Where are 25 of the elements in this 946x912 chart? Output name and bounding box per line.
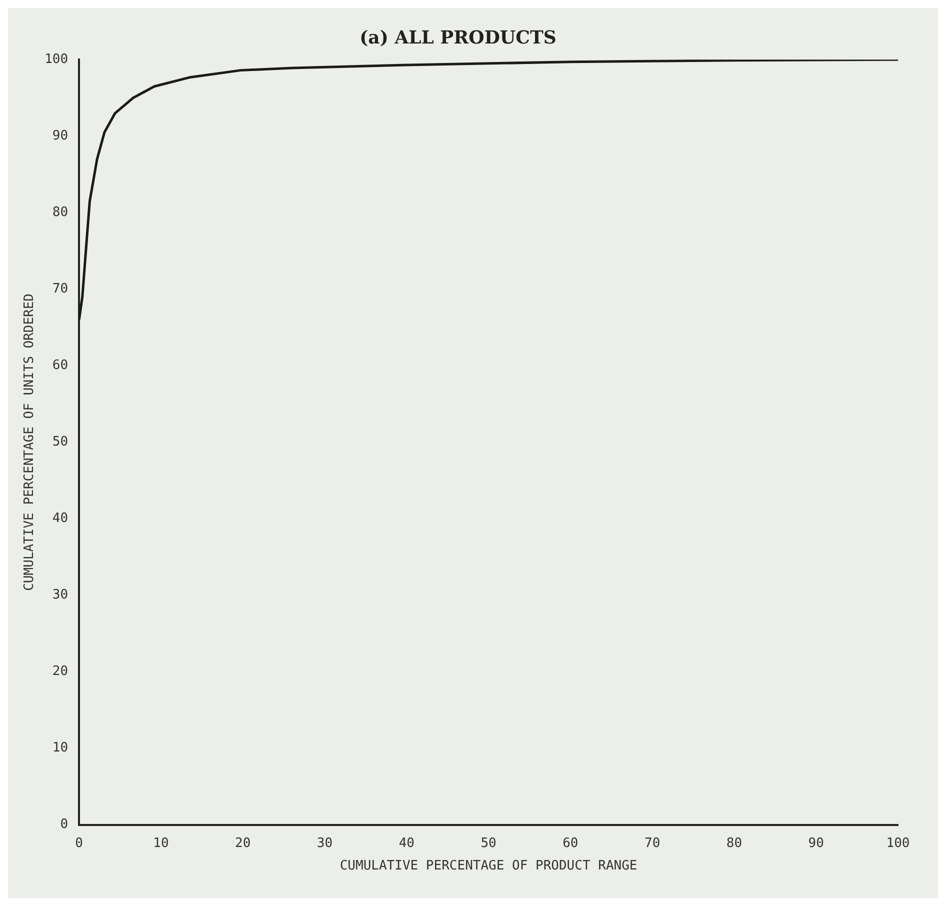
y-tick-label: 0 xyxy=(60,817,68,832)
y-tick-label: 30 xyxy=(52,588,68,603)
y-tick-label: 10 xyxy=(52,740,68,756)
x-tick-label: 50 xyxy=(480,836,496,851)
x-tick-label: 80 xyxy=(726,836,742,851)
y-tick-label: 50 xyxy=(52,434,68,450)
y-tick-label: 70 xyxy=(52,282,68,297)
x-tick-label: 100 xyxy=(886,836,910,851)
y-tick-label: 60 xyxy=(52,358,68,374)
y-tick-label: 40 xyxy=(52,511,68,526)
x-tick-label: 30 xyxy=(316,836,333,851)
y-tick-label: 20 xyxy=(52,664,68,680)
x-tick-label: 0 xyxy=(75,836,83,851)
x-axis-title: CUMULATIVE PERCENTAGE OF PRODUCT RANGE xyxy=(340,858,638,874)
x-tick-label: 70 xyxy=(644,836,660,851)
x-tick-label: 40 xyxy=(398,836,414,851)
y-tick-label: 90 xyxy=(52,128,68,144)
y-axis-title: CUMULATIVE PERCENTAGE OF UNITS ORDERED xyxy=(22,293,38,591)
y-tick-label: 80 xyxy=(52,205,68,220)
y-tick-label: 100 xyxy=(44,52,68,67)
x-tick-label: 10 xyxy=(153,836,169,851)
x-tick-label: 20 xyxy=(235,836,251,851)
x-tick-label: 90 xyxy=(808,836,824,851)
chart-title: (a) ALL PRODUCTS xyxy=(360,27,556,48)
x-tick-label: 60 xyxy=(562,836,578,851)
